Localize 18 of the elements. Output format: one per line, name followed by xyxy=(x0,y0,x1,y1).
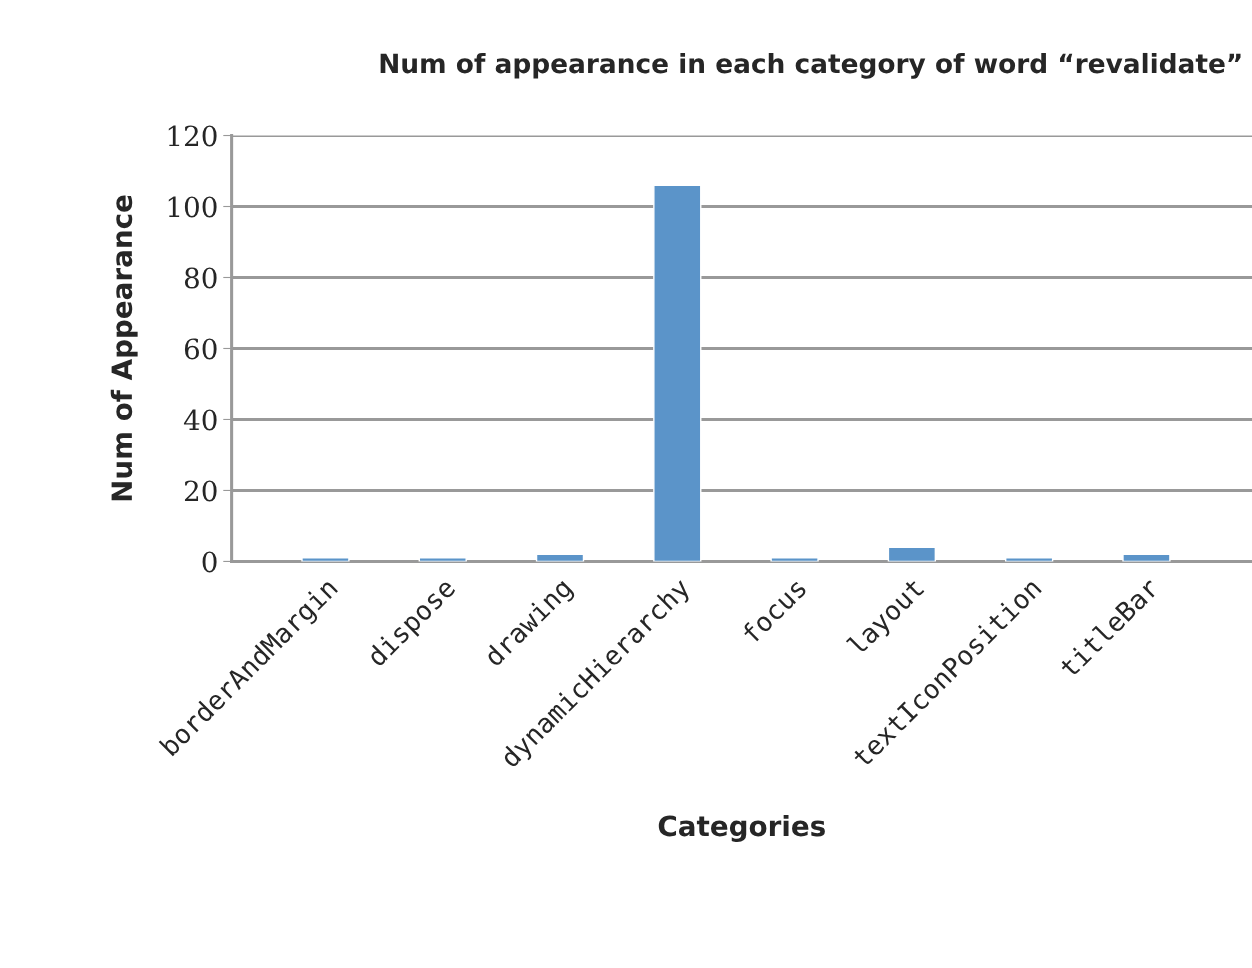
y-axis-title: Num of Appearance xyxy=(110,195,138,501)
bar xyxy=(301,557,350,562)
bar xyxy=(418,557,467,562)
y-tick-label: 80 xyxy=(184,267,217,289)
bar xyxy=(535,553,585,562)
y-tick-label: 0 xyxy=(202,551,217,573)
bar xyxy=(1122,553,1171,562)
bar xyxy=(887,546,937,562)
y-tick-label: 60 xyxy=(184,338,217,360)
x-axis-title: Categories xyxy=(658,814,825,842)
y-tick-label: 120 xyxy=(168,125,217,147)
bar xyxy=(653,184,702,562)
y-tick-label: 20 xyxy=(184,480,217,502)
bar xyxy=(1005,557,1054,562)
y-tick-label: 100 xyxy=(168,196,217,218)
bar xyxy=(770,557,819,562)
y-tick-label: 40 xyxy=(183,409,217,431)
chart-title: Num of appearance in each category of word “revalidate” xyxy=(380,52,1241,79)
